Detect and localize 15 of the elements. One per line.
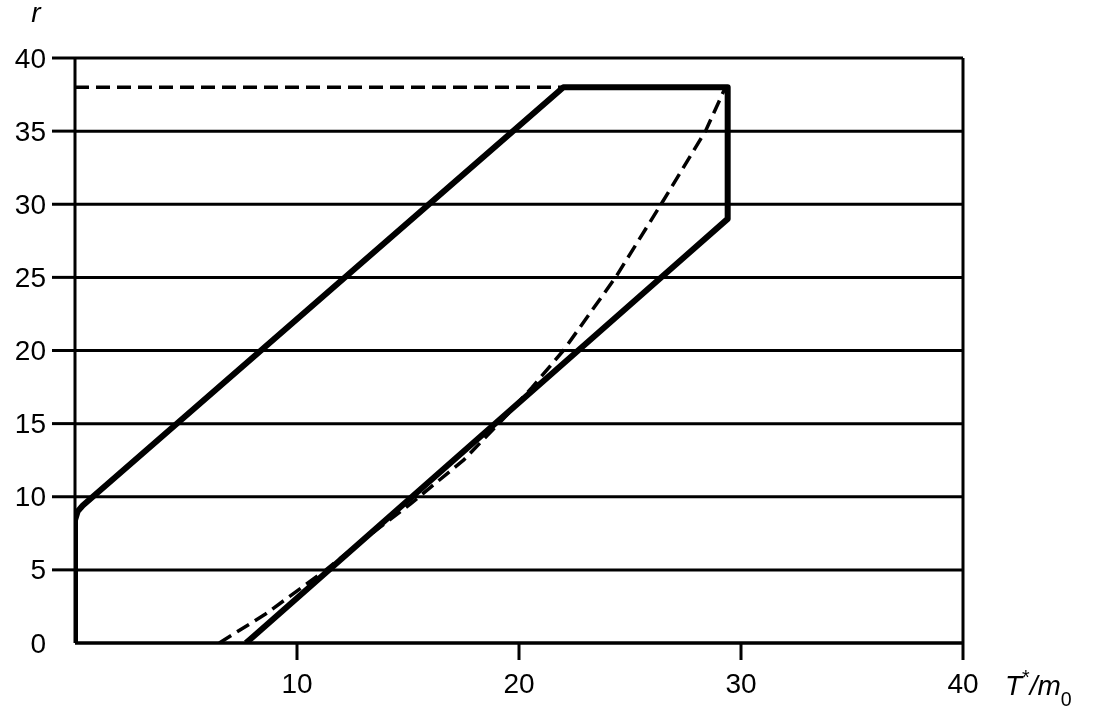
x-tick-label: 30 xyxy=(725,667,757,699)
y-tick-label: 5 xyxy=(30,554,46,586)
x-tick-label: 20 xyxy=(503,667,535,699)
y-tick-label: 35 xyxy=(14,115,46,147)
y-tick-label: 25 xyxy=(14,261,46,293)
y-tick-label: 20 xyxy=(14,335,46,366)
y-tick-label: 30 xyxy=(14,188,46,220)
x-axis-title: T$^{*}$/m$_{0}$ xyxy=(1005,666,1072,710)
x-tick-label: 10 xyxy=(281,667,313,699)
x-tick-label: 40 xyxy=(947,667,979,699)
y-tick-label: 10 xyxy=(14,481,46,513)
y-tick-label: 40 xyxy=(14,42,46,74)
y-axis-title: r xyxy=(31,0,43,28)
y-tick-label: 0 xyxy=(30,627,46,659)
y-tick-label: 15 xyxy=(14,408,46,440)
